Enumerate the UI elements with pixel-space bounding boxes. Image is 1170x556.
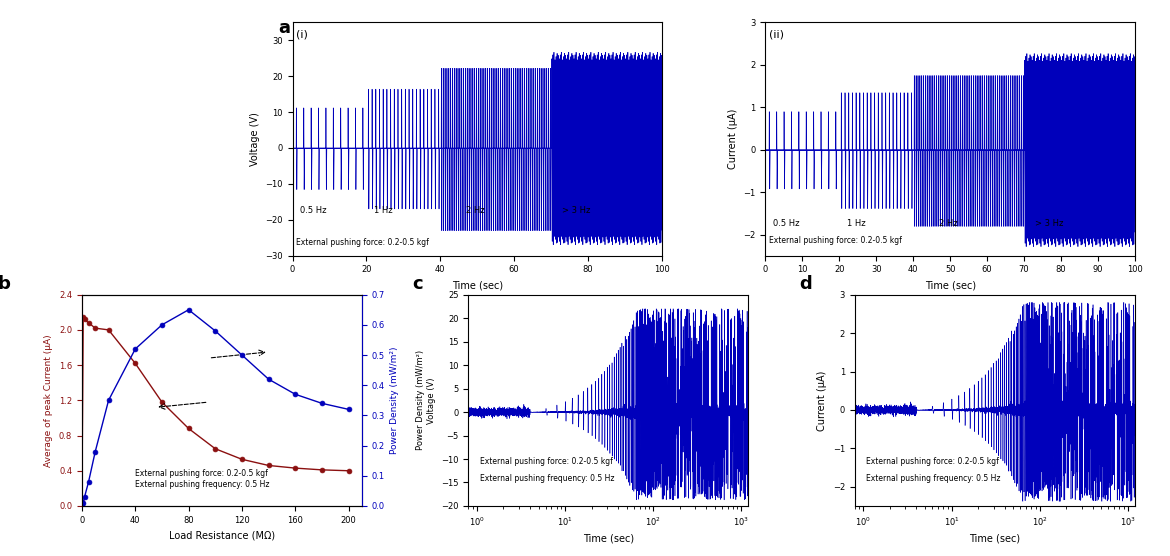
Text: 2 Hz: 2 Hz [466, 206, 484, 215]
Text: 0.5 Hz: 0.5 Hz [773, 219, 799, 228]
Text: > 3 Hz: > 3 Hz [563, 206, 591, 215]
Y-axis label: Voltage (V): Voltage (V) [249, 112, 260, 166]
Text: a: a [278, 19, 290, 37]
Y-axis label: Power Density (mW/m²): Power Density (mW/m²) [391, 346, 399, 454]
Text: d: d [799, 275, 812, 293]
Text: 1 Hz: 1 Hz [373, 206, 392, 215]
Text: 1 Hz: 1 Hz [847, 219, 866, 228]
Text: c: c [412, 275, 424, 293]
Y-axis label: Power Density (mW/m²)
Voltage (V): Power Density (mW/m²) Voltage (V) [417, 350, 435, 450]
Text: External pushing force: 0.2-0.5 kgf: External pushing force: 0.2-0.5 kgf [769, 236, 902, 245]
Text: External pushing force: 0.2-0.5 kgf: External pushing force: 0.2-0.5 kgf [480, 456, 612, 466]
Text: (ii): (ii) [769, 29, 784, 39]
Text: External pushing force: 0.2-0.5 kgf: External pushing force: 0.2-0.5 kgf [866, 456, 999, 466]
Text: External pushing force: 0.2-0.5 kgf
External pushing frequency: 0.5 Hz: External pushing force: 0.2-0.5 kgf Exte… [136, 469, 270, 489]
X-axis label: Time (sec): Time (sec) [452, 280, 503, 290]
Text: External pushing frequency: 0.5 Hz: External pushing frequency: 0.5 Hz [480, 474, 614, 483]
X-axis label: Time (sec): Time (sec) [924, 280, 976, 290]
Text: (i): (i) [296, 29, 308, 39]
X-axis label: Time (sec): Time (sec) [583, 534, 634, 544]
Text: > 3 Hz: > 3 Hz [1035, 219, 1064, 228]
Y-axis label: Average of peak Current (μA): Average of peak Current (μA) [44, 334, 54, 466]
Text: 2 Hz: 2 Hz [940, 219, 958, 228]
X-axis label: Time (sec): Time (sec) [969, 534, 1020, 544]
Text: External pushing frequency: 0.5 Hz: External pushing frequency: 0.5 Hz [866, 474, 1000, 483]
Y-axis label: Current (μA): Current (μA) [818, 370, 827, 430]
Y-axis label: Current (μA): Current (μA) [728, 109, 738, 169]
Text: External pushing force: 0.2-0.5 kgf: External pushing force: 0.2-0.5 kgf [296, 238, 429, 247]
Text: b: b [0, 275, 11, 293]
Text: 0.5 Hz: 0.5 Hz [300, 206, 326, 215]
X-axis label: Load Resistance (MΩ): Load Resistance (MΩ) [168, 530, 275, 540]
